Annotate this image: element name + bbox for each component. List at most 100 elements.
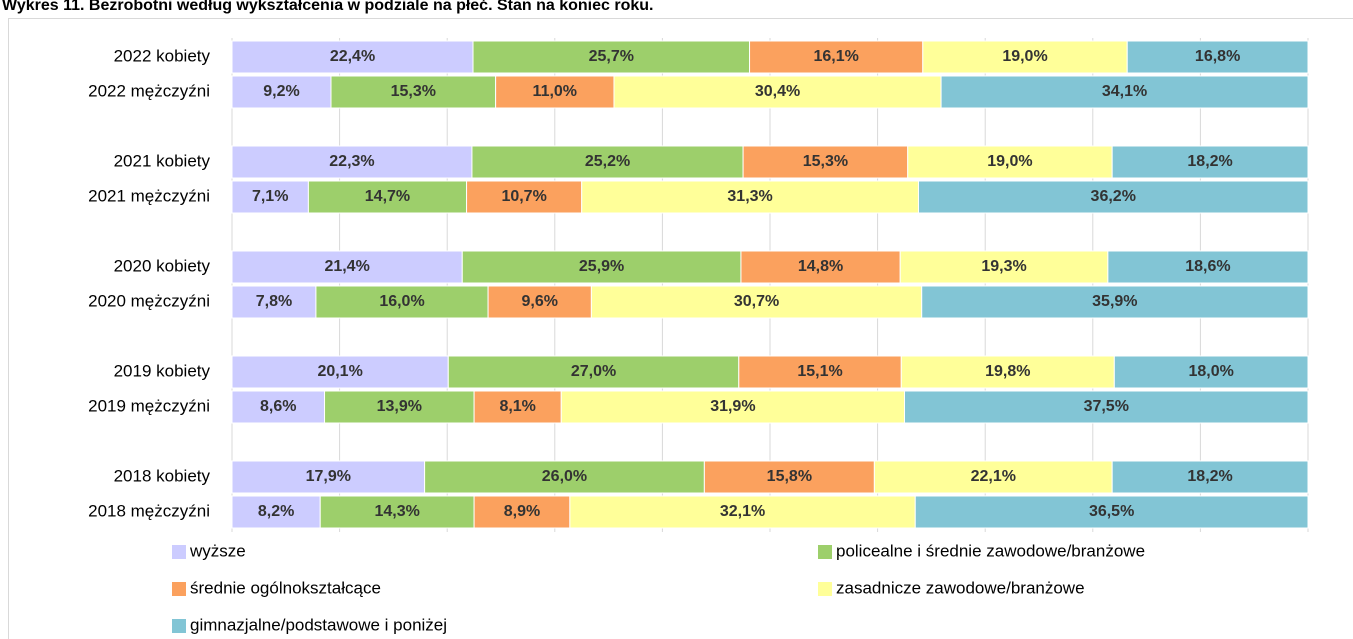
data-label: 21,4%	[324, 258, 369, 275]
y-tick-label: 2020 mężczyźni	[88, 291, 210, 310]
bar-segment	[473, 495, 571, 529]
chart-title: Wykres 11. Bezrobotni według wykształcen…	[2, 0, 653, 14]
legend-swatch	[172, 545, 186, 559]
bar-segment	[231, 390, 326, 424]
data-label: 8,2%	[258, 503, 294, 520]
bar-segment	[749, 40, 924, 74]
y-tick-label: 2019 mężczyźni	[88, 396, 210, 415]
data-label: 32,1%	[720, 503, 765, 520]
data-label: 22,1%	[971, 468, 1016, 485]
data-label: 36,5%	[1089, 503, 1134, 520]
data-label: 15,8%	[767, 468, 812, 485]
data-label: 34,1%	[1102, 83, 1147, 100]
data-label: 18,2%	[1187, 468, 1232, 485]
data-label: 14,7%	[365, 188, 410, 205]
data-label: 8,9%	[504, 503, 540, 520]
bar-segment	[921, 285, 1309, 319]
data-label: 11,0%	[533, 83, 577, 100]
data-label: 13,9%	[377, 398, 422, 415]
data-label: 9,6%	[522, 293, 558, 310]
bar-segment	[569, 495, 916, 529]
data-label: 7,8%	[256, 293, 292, 310]
data-label: 19,8%	[985, 363, 1030, 380]
data-label: 9,2%	[263, 83, 299, 100]
y-tick-label: 2021 mężczyźni	[88, 186, 210, 205]
bar-segment	[703, 460, 875, 494]
chart-frame	[8, 18, 1353, 639]
y-tick-label: 2019 kobiety	[114, 361, 211, 380]
y-tick-label: 2022 mężczyźni	[88, 81, 210, 100]
data-label: 22,3%	[329, 153, 374, 170]
legend-label: zasadnicze zawodowe/branżowe	[836, 578, 1085, 597]
data-label: 30,7%	[734, 293, 779, 310]
bar-segment	[495, 75, 615, 109]
bar-segment	[330, 75, 497, 109]
y-tick-label: 2018 mężczyźni	[88, 501, 210, 520]
y-tick-label: 2018 kobiety	[114, 466, 211, 485]
y-tick-label: 2022 kobiety	[114, 46, 211, 65]
data-label: 15,1%	[797, 363, 842, 380]
data-label: 26,0%	[542, 468, 587, 485]
bar-segment	[1111, 460, 1309, 494]
bar-segment	[231, 75, 332, 109]
legend-label: policealne i średnie zawodowe/branżowe	[836, 541, 1145, 560]
bar-segment	[231, 145, 473, 179]
data-label: 15,3%	[391, 83, 436, 100]
data-label: 20,1%	[317, 363, 362, 380]
legend-label: gimnazjalne/podstawowe i poniżej	[190, 615, 447, 634]
data-label: 31,3%	[727, 188, 772, 205]
bar-segment	[900, 355, 1115, 389]
data-label: 16,0%	[379, 293, 424, 310]
data-label: 30,4%	[755, 83, 800, 100]
bar-segment	[914, 495, 1309, 529]
data-label: 18,2%	[1187, 153, 1232, 170]
bar-segment	[613, 75, 942, 109]
bar-segment	[231, 285, 317, 319]
legend-label: wyższe	[189, 541, 246, 560]
data-label: 19,0%	[1002, 48, 1047, 65]
data-label: 16,1%	[813, 48, 858, 65]
data-label: 15,3%	[803, 153, 848, 170]
bar-segment	[231, 460, 426, 494]
data-label: 36,2%	[1091, 188, 1136, 205]
data-label: 37,5%	[1084, 398, 1129, 415]
bar-segment	[738, 355, 902, 389]
legend-swatch	[172, 582, 186, 596]
y-tick-label: 2020 kobiety	[114, 256, 211, 275]
legend-label: średnie ogólnokształcące	[190, 578, 381, 597]
bar-segment	[231, 180, 309, 214]
bar-segment	[1111, 145, 1309, 179]
bar-segment	[319, 495, 475, 529]
legend-swatch	[818, 545, 832, 559]
bar-segment	[917, 180, 1309, 214]
legend-swatch	[818, 582, 832, 596]
bar-segment	[904, 390, 1309, 424]
bar-segment	[487, 285, 592, 319]
bar-segment	[473, 390, 562, 424]
bar-segment	[461, 250, 742, 284]
y-tick-label: 2021 kobiety	[114, 151, 211, 170]
bar-segment	[1107, 250, 1309, 284]
bar-segment	[899, 250, 1109, 284]
bar-segment	[560, 390, 905, 424]
data-label: 8,6%	[260, 398, 296, 415]
bar-segment	[471, 145, 744, 179]
data-label: 22,4%	[330, 48, 375, 65]
bar-segment	[231, 355, 449, 389]
data-label: 14,3%	[374, 503, 419, 520]
bar-segment	[231, 250, 463, 284]
bar-segment	[315, 285, 489, 319]
data-label: 10,7%	[501, 188, 546, 205]
data-label: 17,9%	[306, 468, 351, 485]
data-label: 16,8%	[1195, 48, 1240, 65]
bar-segment	[590, 285, 923, 319]
bar-segment	[1126, 40, 1309, 74]
data-label: 18,6%	[1185, 258, 1230, 275]
data-label: 8,1%	[499, 398, 535, 415]
data-label: 25,2%	[585, 153, 630, 170]
bar-segment	[940, 75, 1309, 109]
data-label: 27,0%	[571, 363, 616, 380]
legend-swatch	[172, 619, 186, 633]
data-label: 35,9%	[1092, 293, 1137, 310]
